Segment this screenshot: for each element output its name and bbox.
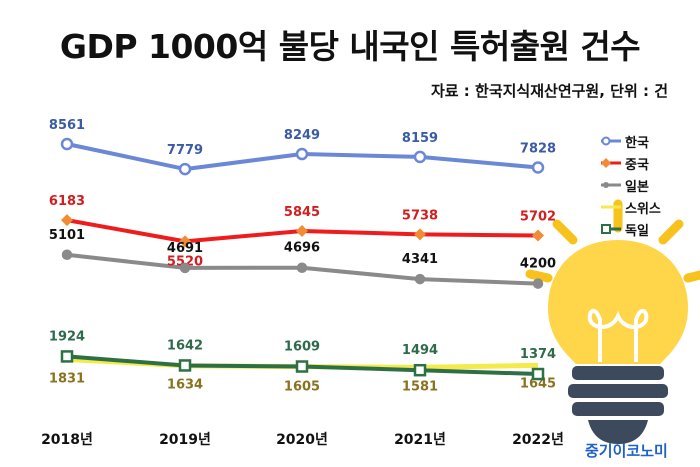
data-point-korea [60, 137, 74, 151]
data-label-germany: 1642 [167, 338, 203, 353]
data-point-japan [61, 249, 73, 261]
legend-item-korea: 한국 [600, 130, 661, 152]
data-point-china [296, 224, 308, 237]
data-label-switzerland: 1645 [520, 376, 556, 391]
data-label-japan: 4691 [167, 241, 203, 256]
source-note: 자료 : 한국지식재산연구원, 단위 : 건 [430, 82, 668, 100]
data-point-china [179, 235, 191, 248]
data-label-switzerland: 1634 [167, 378, 203, 393]
data-label-japan: 4200 [520, 257, 556, 272]
data-label-china: 5702 [520, 210, 556, 225]
data-label-china: 6183 [49, 194, 85, 209]
data-label-china: 5845 [284, 205, 320, 220]
legend-label-china: 중국 [625, 157, 649, 173]
legend-item-china: 중국 [600, 152, 661, 174]
data-point-china [61, 214, 73, 227]
data-point-korea [531, 161, 545, 174]
data-point-korea [413, 150, 427, 164]
data-point-korea [295, 147, 309, 161]
data-label-germany: 1924 [49, 329, 85, 344]
x-tick-label: 2021년 [394, 432, 446, 448]
data-point-germany [178, 359, 192, 372]
data-label-korea: 8249 [284, 128, 320, 143]
data-point-japan [179, 262, 191, 274]
legend: 한국 중국 일본 스위스 독일 [600, 130, 661, 240]
data-label-china: 5738 [402, 208, 438, 223]
data-point-japan [414, 273, 426, 285]
data-label-germany: 1609 [284, 340, 320, 355]
legend-item-germany: 독일 [600, 218, 661, 240]
plot-area: 8561 7779 8249 8159 7828 6183 5520 5845 5738 5702… [41, 118, 564, 448]
x-tick-label: 2022년 [512, 432, 564, 448]
legend-item-japan: 일본 [600, 174, 661, 196]
chart-title: GDP 1000억 불당 내국인 특허출원 건수 [59, 27, 641, 66]
data-point-germany [531, 367, 545, 381]
data-label-japan: 4341 [402, 252, 438, 267]
data-label-switzerland: 1605 [284, 380, 320, 395]
data-label-germany: 1494 [402, 343, 438, 358]
data-point-germany [295, 360, 309, 373]
x-tick-label: 2019년 [159, 432, 211, 448]
data-label-korea: 8159 [402, 131, 438, 146]
data-point-germany [60, 350, 74, 363]
data-label-japan: 4696 [284, 241, 320, 256]
legend-item-switzerland: 스위스 [600, 196, 661, 218]
data-label-switzerland: 1581 [402, 379, 438, 394]
legend-label-switzerland: 스위스 [625, 201, 661, 217]
legend-label-germany: 독일 [625, 223, 649, 239]
data-point-china [414, 228, 426, 241]
data-label-china: 5520 [167, 254, 203, 269]
data-label-korea: 8561 [49, 118, 85, 133]
data-point-japan [296, 262, 308, 273]
data-label-germany: 1374 [520, 347, 556, 362]
data-point-china [532, 229, 544, 242]
legend-label-japan: 일본 [625, 179, 649, 195]
data-label-korea: 7828 [520, 142, 556, 157]
data-point-japan [532, 278, 544, 289]
data-label-japan: 5101 [49, 228, 85, 243]
data-label-korea: 7779 [167, 143, 203, 158]
data-label-switzerland: 1831 [49, 371, 85, 386]
lightbulb-icon [525, 199, 700, 444]
data-point-korea [178, 162, 192, 176]
x-tick-label: 2020년 [276, 432, 328, 448]
legend-label-korea: 한국 [625, 135, 649, 151]
brand-logo: 중기이코노미 [585, 442, 668, 460]
x-tick-label: 2018년 [41, 432, 93, 448]
data-point-germany [413, 363, 427, 377]
